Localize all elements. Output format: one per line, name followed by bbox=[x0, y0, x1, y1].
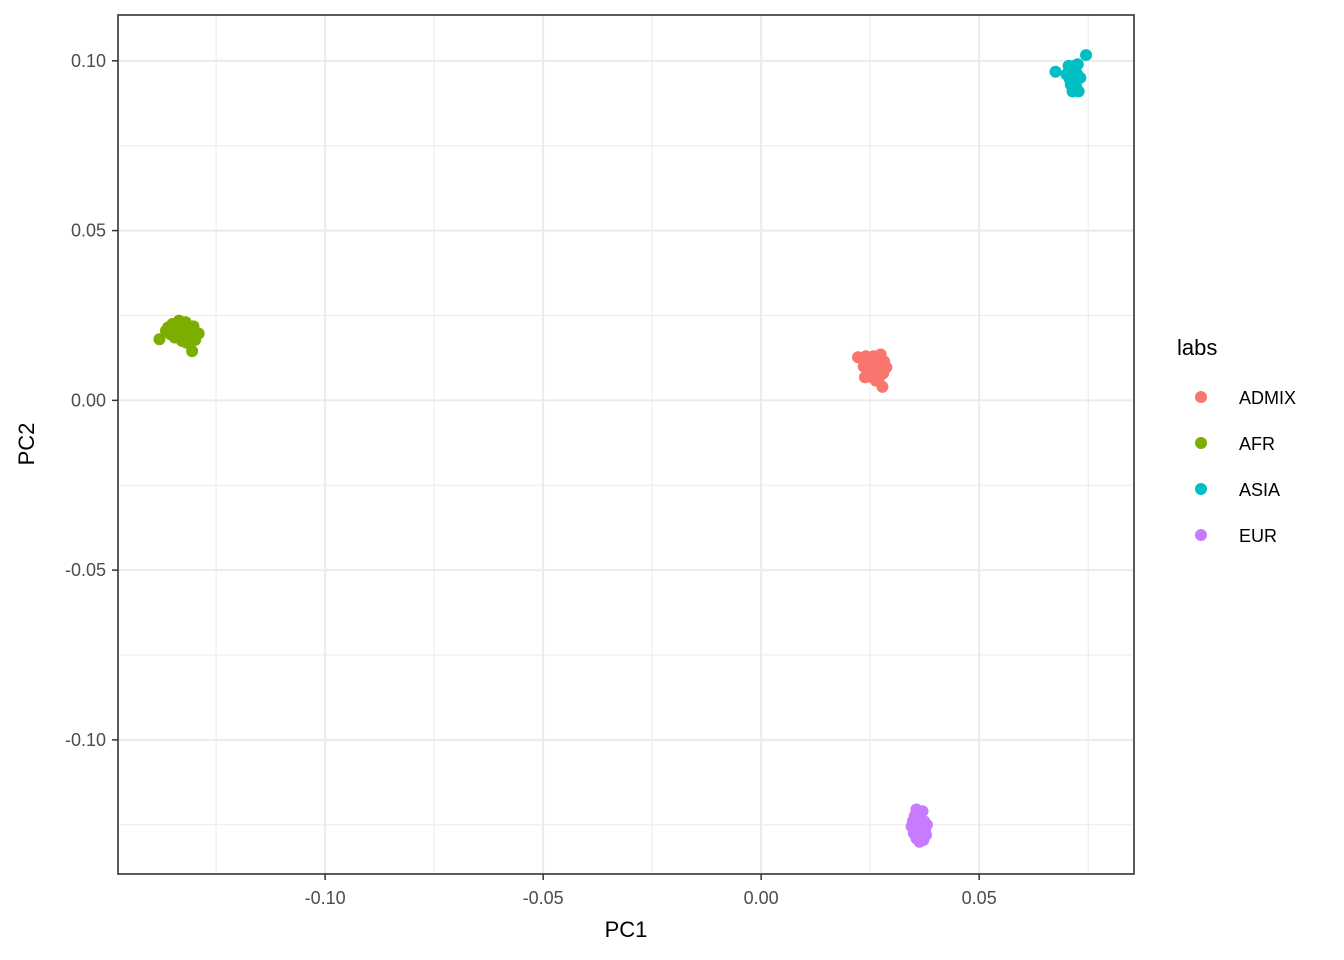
x-tick-label: -0.05 bbox=[523, 888, 564, 908]
legend-label-asia: ASIA bbox=[1239, 480, 1280, 500]
grid-minor-lines bbox=[118, 15, 1134, 874]
x-tick-label: 0.00 bbox=[744, 888, 779, 908]
legend-label-admix: ADMIX bbox=[1239, 388, 1296, 408]
plot-panel-border bbox=[117, 14, 1135, 875]
y-axis: -0.10 -0.05 0.00 0.05 0.10 bbox=[65, 51, 118, 750]
x-axis-title: PC1 bbox=[605, 917, 648, 942]
legend-items: ADMIX AFR ASIA EUR bbox=[1195, 388, 1296, 546]
point-asia bbox=[1072, 85, 1085, 98]
plot-background bbox=[118, 15, 1134, 874]
legend-title: labs bbox=[1177, 335, 1217, 360]
point-admix bbox=[880, 361, 893, 374]
y-tick-label: 0.05 bbox=[71, 221, 106, 241]
data-points bbox=[153, 49, 1093, 848]
x-tick-label: -0.10 bbox=[305, 888, 346, 908]
legend-key-afr bbox=[1195, 437, 1207, 449]
point-afr bbox=[192, 327, 205, 340]
legend-key-admix bbox=[1195, 391, 1207, 403]
legend-label-afr: AFR bbox=[1239, 434, 1275, 454]
point-asia bbox=[1080, 49, 1093, 62]
point-admix bbox=[866, 366, 879, 379]
legend-label-eur: EUR bbox=[1239, 526, 1277, 546]
x-tick-label: 0.05 bbox=[962, 888, 997, 908]
legend-key-eur bbox=[1195, 529, 1207, 541]
point-asia bbox=[1049, 65, 1062, 78]
y-tick-label: 0.10 bbox=[71, 51, 106, 71]
point-eur bbox=[910, 803, 923, 816]
y-tick-label: -0.10 bbox=[65, 730, 106, 750]
point-asia bbox=[1069, 65, 1082, 78]
y-tick-label: -0.05 bbox=[65, 560, 106, 580]
point-afr bbox=[186, 345, 199, 358]
point-eur bbox=[911, 822, 924, 835]
point-eur bbox=[913, 835, 926, 848]
point-afr bbox=[174, 331, 187, 344]
y-axis-title: PC2 bbox=[14, 423, 39, 466]
legend: labs ADMIX AFR ASIA EUR bbox=[1177, 335, 1296, 546]
y-tick-label: 0.00 bbox=[71, 390, 106, 410]
x-axis: -0.10 -0.05 0.00 0.05 bbox=[305, 874, 997, 908]
point-afr bbox=[153, 333, 166, 346]
legend-key-asia bbox=[1195, 483, 1207, 495]
grid-major-lines bbox=[118, 15, 1134, 874]
